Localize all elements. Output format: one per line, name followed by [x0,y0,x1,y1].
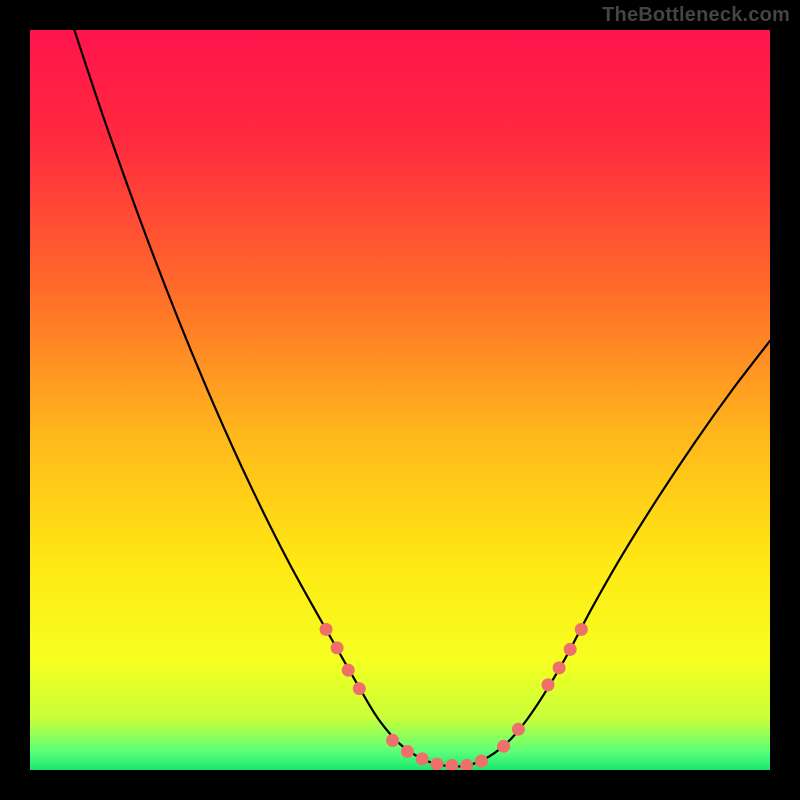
marker-dot [542,678,555,691]
marker-dot [553,661,566,674]
bottleneck-chart [0,0,800,800]
marker-dot [475,755,488,768]
marker-dot [342,664,355,677]
marker-dot [386,734,399,747]
chart-stage: TheBottleneck.com [0,0,800,800]
marker-dot [416,752,429,765]
marker-dot [331,641,344,654]
watermark-text: TheBottleneck.com [602,4,790,27]
plot-area [30,30,770,772]
marker-dot [497,740,510,753]
marker-dot [353,682,366,695]
gradient-fill [30,30,770,770]
marker-dot [431,758,444,771]
marker-dot [575,623,588,636]
marker-dot [320,623,333,636]
marker-dot [512,723,525,736]
marker-dot [401,745,414,758]
marker-dot [564,643,577,656]
